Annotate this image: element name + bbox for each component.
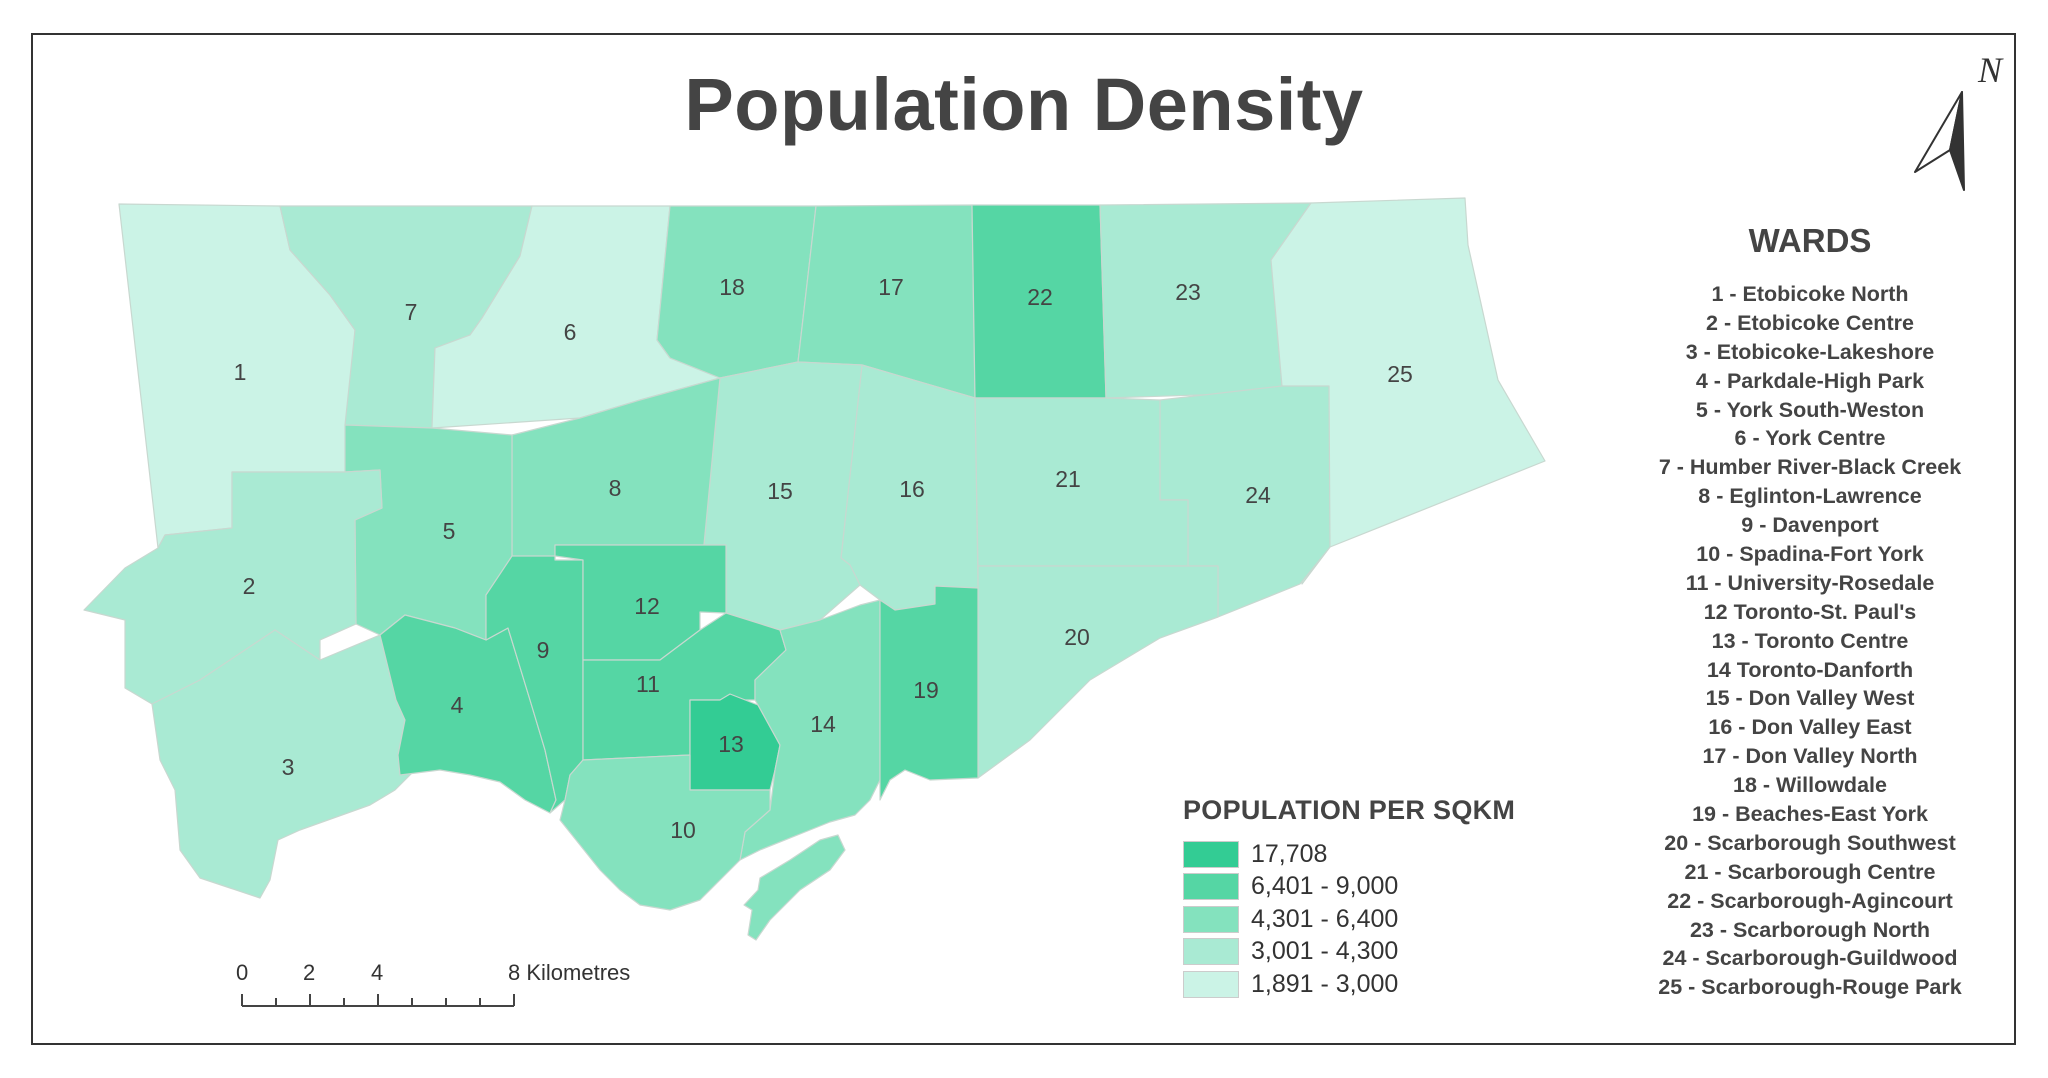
- ward-25-polygon[interactable]: [1270, 197, 1546, 585]
- ward-number-label: 21: [1055, 466, 1081, 492]
- legend-label: 6,401 - 9,000: [1251, 872, 1399, 901]
- scale-bar: [241, 994, 515, 1007]
- legend-item: 17,708: [1183, 838, 1515, 871]
- ward-number-label: 7: [405, 299, 418, 325]
- legend-title: POPULATION PER SQKM: [1183, 795, 1516, 825]
- ward-number-label: 6: [564, 319, 577, 345]
- ward-list-item: 20 - Scarborough Southwest: [1664, 830, 1956, 855]
- legend-swatch: [1183, 873, 1239, 901]
- ward-list-item: 15 - Don Valley West: [1705, 686, 1915, 711]
- legend-swatch: [1183, 840, 1239, 868]
- legend-item: 4,301 - 6,400: [1183, 903, 1515, 936]
- ward-number-label: 15: [767, 478, 793, 504]
- ward-number-label: 9: [537, 637, 550, 663]
- ward-number-label: 10: [670, 817, 696, 843]
- ward-list-item: 14 Toronto-Danforth: [1706, 657, 1914, 682]
- ward-list-item: 25 - Scarborough-Rouge Park: [1658, 975, 1962, 1000]
- ward-14-polygon[interactable]: [739, 599, 881, 861]
- ward-number-label: 11: [636, 671, 660, 697]
- wards-heading: WARDS: [1748, 222, 1872, 259]
- ward-number-label: 16: [899, 476, 925, 502]
- ward-list-item: 12 Toronto-St. Paul's: [1703, 599, 1917, 624]
- ward-9-polygon[interactable]: [485, 555, 584, 814]
- legend-swatch: [1183, 905, 1239, 933]
- ward-number-label: 18: [719, 274, 745, 300]
- north-arrow-icon: [1914, 91, 1965, 191]
- ward-list-item: 1 - Etobicoke North: [1711, 282, 1909, 306]
- ward-number-label: 24: [1245, 482, 1271, 508]
- ward-19-polygon[interactable]: [879, 585, 979, 801]
- north-arrow-label: N: [1977, 50, 2004, 90]
- ward-list-item: 23 - Scarborough North: [1689, 917, 1931, 942]
- ward-4-polygon[interactable]: [379, 614, 557, 814]
- ward-number-label: 20: [1064, 624, 1090, 650]
- scale-tick-4: 4: [371, 960, 384, 985]
- ward-list-item: 24 - Scarborough-Guildwood: [1662, 946, 1958, 971]
- ward-number-label: 22: [1027, 284, 1053, 310]
- scale-tick-2: 2: [303, 960, 316, 985]
- ward-21-polygon[interactable]: [974, 397, 1189, 567]
- scale-tick-0: 0: [236, 960, 249, 985]
- ward-number-label: 5: [443, 518, 456, 544]
- ward-10-island: [743, 834, 846, 941]
- ward-10-polygon[interactable]: [559, 754, 771, 911]
- ward-number-label: 12: [634, 593, 660, 619]
- ward-number-label: 19: [913, 677, 939, 703]
- legend-rows: 17,708 6,401 - 9,000 4,301 - 6,400 3,001 - …: [1183, 838, 1515, 1001]
- ward-list-item: 10 - Spadina-Fort York: [1696, 542, 1924, 567]
- ward-list-item: 7 - Humber River-Black Creek: [1658, 455, 1962, 480]
- ward-number-label: 8: [609, 475, 622, 501]
- ward-list-item: 8 - Eglinton-Lawrence: [1698, 484, 1922, 509]
- ward-list-item: 22 - Scarborough-Agincourt: [1667, 888, 1953, 913]
- ward-number-label: 4: [451, 692, 464, 718]
- ward-number-label: 14: [810, 711, 836, 737]
- ward-list-item: 2 - Etobicoke Centre: [1706, 310, 1914, 335]
- ward-list-item: 11 - University-Rosedale: [1685, 570, 1935, 595]
- legend: POPULATION PER SQKM 17,708 6,401 - 9,000 4…: [1183, 795, 1515, 1001]
- legend-label: 1,891 - 3,000: [1251, 969, 1399, 998]
- ward-list: 1 - Etobicoke North 2 - Etobicoke Centre 3…: [1610, 280, 2010, 1002]
- ward-number-label: 2: [243, 573, 256, 599]
- ward-list-item: 19 - Beaches-East York: [1692, 802, 1928, 827]
- ward-number-label: 23: [1175, 279, 1201, 305]
- legend-label: 3,001 - 4,300: [1251, 937, 1399, 966]
- ward-number-label: 1: [234, 359, 247, 385]
- ward-list-item: 16 - Don Valley East: [1708, 715, 1912, 740]
- ward-12-polygon[interactable]: [554, 544, 727, 661]
- ward-list-item: 18 - Willowdale: [1733, 773, 1887, 798]
- ward-number-label: 13: [718, 731, 744, 757]
- ward-list-item: 13 - Toronto Centre: [1711, 628, 1909, 653]
- ward-number-label: 25: [1387, 361, 1413, 387]
- map-title: Population Density: [684, 63, 1364, 146]
- ward-number-label: 17: [878, 274, 904, 300]
- ward-list-item: 21 - Scarborough Centre: [1684, 859, 1936, 884]
- legend-item: 6,401 - 9,000: [1183, 871, 1515, 904]
- legend-item: 1,891 - 3,000: [1183, 968, 1515, 1001]
- ward-list-item: 3 - Etobicoke-Lakeshore: [1685, 339, 1935, 364]
- legend-swatch: [1183, 938, 1239, 966]
- scale-end-label: 8 Kilometres: [508, 960, 631, 985]
- legend-label: 17,708: [1251, 839, 1328, 868]
- ward-list-item: 6 - York Centre: [1734, 426, 1886, 451]
- wards-panel: WARDS 1 - Etobicoke North 2 - Etobicoke C…: [1610, 222, 2010, 1002]
- ward-number-label: 3: [282, 754, 295, 780]
- ward-list-item: 9 - Davenport: [1741, 513, 1879, 538]
- ward-list-item: 17 - Don Valley North: [1702, 744, 1918, 769]
- legend-swatch: [1183, 970, 1239, 998]
- ward-list-item: 4 - Parkdale-High Park: [1695, 368, 1925, 393]
- legend-label: 4,301 - 6,400: [1251, 904, 1399, 933]
- ward-20-polygon[interactable]: [977, 565, 1219, 779]
- legend-item: 3,001 - 4,300: [1183, 936, 1515, 969]
- ward-list-item: 5 - York South-Weston: [1695, 397, 1925, 422]
